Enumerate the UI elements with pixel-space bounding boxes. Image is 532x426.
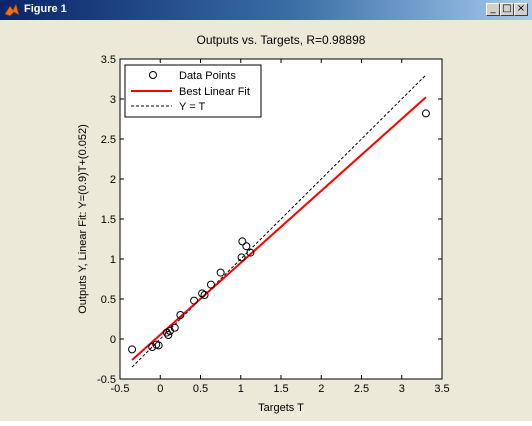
data-point xyxy=(242,242,251,251)
y-axis-ticks: -0.5 0 0.5 1 1.5 2 2.5 3 3.5 xyxy=(97,54,442,386)
figure-canvas: Outputs vs. Targets, R=0.98898 -0.5 0 0.5 1… xyxy=(0,20,532,421)
x-tick-label: 2.5 xyxy=(354,383,369,395)
data-point xyxy=(237,253,246,262)
x-tick-label: 3 xyxy=(399,383,405,395)
legend-label-identity: Y = T xyxy=(179,101,205,113)
legend: Data Points Best Linear Fit Y = T xyxy=(124,64,262,118)
x-tick-label: 1.5 xyxy=(273,383,288,395)
best-fit-line xyxy=(131,96,427,361)
data-point xyxy=(238,237,247,246)
identity-line xyxy=(131,74,427,368)
y-tick-label: 1 xyxy=(110,254,116,266)
data-point xyxy=(154,341,163,350)
legend-label-data-points: Data Points xyxy=(179,70,236,82)
data-point xyxy=(164,331,173,339)
x-tick-label: 1 xyxy=(238,383,244,395)
x-axis-ticks: -0.5 0 0.5 1 1.5 2 2.5 3 3.5 xyxy=(111,59,450,395)
y-axis-label: Outputs Y, Linear Fit: Y=(0.9)T+(0.052) xyxy=(77,124,89,314)
data-point xyxy=(216,268,225,277)
data-point xyxy=(246,248,255,257)
window-title: Figure 1 xyxy=(24,3,67,15)
data-point xyxy=(176,311,185,319)
x-tick-label: -0.5 xyxy=(111,383,130,395)
data-point xyxy=(421,109,430,118)
matlab-icon xyxy=(4,3,20,17)
y-tick-label: 3 xyxy=(110,94,116,106)
scatter-plot[interactable]: Outputs vs. Targets, R=0.98898 -0.5 0 0.5 1… xyxy=(0,20,532,421)
data-points xyxy=(128,109,430,354)
y-tick-label: -0.5 xyxy=(97,374,116,386)
x-axis-label: Targets T xyxy=(258,402,304,414)
data-point xyxy=(128,345,137,354)
legend-label-best-fit: Best Linear Fit xyxy=(179,86,250,98)
y-tick-label: 0.5 xyxy=(101,294,116,306)
x-tick-label: 3.5 xyxy=(434,383,449,395)
data-point xyxy=(190,296,199,305)
title-bar[interactable]: Figure 1 _ □ × xyxy=(0,0,532,20)
x-tick-label: 0 xyxy=(157,383,163,395)
y-tick-label: 3.5 xyxy=(101,54,116,66)
data-point xyxy=(170,323,179,332)
data-point xyxy=(200,291,209,299)
y-tick-label: 0 xyxy=(110,334,116,346)
x-tick-label: 0.5 xyxy=(193,383,208,395)
y-tick-label: 1.5 xyxy=(101,214,116,226)
data-point xyxy=(206,280,215,289)
close-button[interactable]: × xyxy=(514,3,528,16)
y-tick-label: 2 xyxy=(110,174,116,186)
maximize-button[interactable]: □ xyxy=(500,3,514,16)
plot-area xyxy=(128,74,430,368)
minimize-button[interactable]: _ xyxy=(486,3,500,16)
legend-marker-data-points xyxy=(149,71,157,79)
y-tick-label: 2.5 xyxy=(101,134,116,146)
data-point xyxy=(198,289,207,298)
x-tick-label: 2 xyxy=(318,383,324,395)
chart-title: Outputs vs. Targets, R=0.98898 xyxy=(197,33,366,47)
